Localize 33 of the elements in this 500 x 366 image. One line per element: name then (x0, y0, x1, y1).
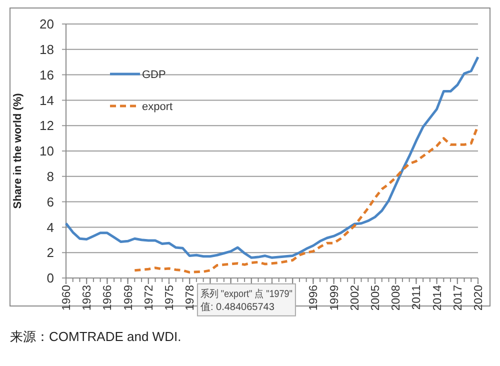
annotation: 系列 "export" 点 "1979" 值: 0.484065743 (200, 288, 304, 313)
y-tick-label: 12 (40, 118, 54, 134)
x-tick-label: 2011 (411, 285, 424, 310)
x-tick-label: 1960 (61, 285, 74, 311)
y-tick-label: 4 (46, 220, 54, 235)
x-tick-label: 1963 (82, 285, 94, 311)
y-tick-label: 14 (40, 92, 54, 108)
legend-label: GDP (142, 68, 166, 81)
x-tick-label: 2008 (390, 285, 403, 311)
x-tick-label: 2020 (473, 285, 486, 311)
y-axis-title: Share in the world (%) (12, 92, 24, 209)
x-tick-label: 1975 (164, 285, 176, 311)
y-tick-label: 18 (40, 42, 54, 57)
y-tick-label: 2 (46, 245, 54, 260)
x-tick-label: 2002 (349, 285, 362, 311)
y-tick-label: 8 (46, 168, 54, 184)
x-tick-label: 1999 (328, 285, 341, 311)
line-series (64, 56, 480, 259)
y-tick-label: 6 (46, 194, 54, 210)
x-tick-label: 2005 (370, 285, 382, 311)
source-note: 来源：COMTRADE and WDI. (10, 329, 182, 344)
x-tick-label: 1978 (184, 285, 197, 311)
x-tick-label: 1966 (102, 285, 114, 311)
x-tick-label: 1972 (143, 285, 156, 311)
x-tick-label: 2017 (452, 285, 464, 311)
y-tick-label: 20 (40, 16, 54, 32)
x-tick-label: 1996 (308, 285, 320, 311)
y-tick-label: 16 (40, 67, 54, 82)
y-tick-label: 0 (46, 270, 54, 286)
y-tick-label: 10 (40, 144, 54, 159)
x-tick-label: 1969 (122, 285, 135, 311)
x-tick-label: 2014 (432, 284, 444, 311)
legend-label: export (142, 100, 173, 113)
